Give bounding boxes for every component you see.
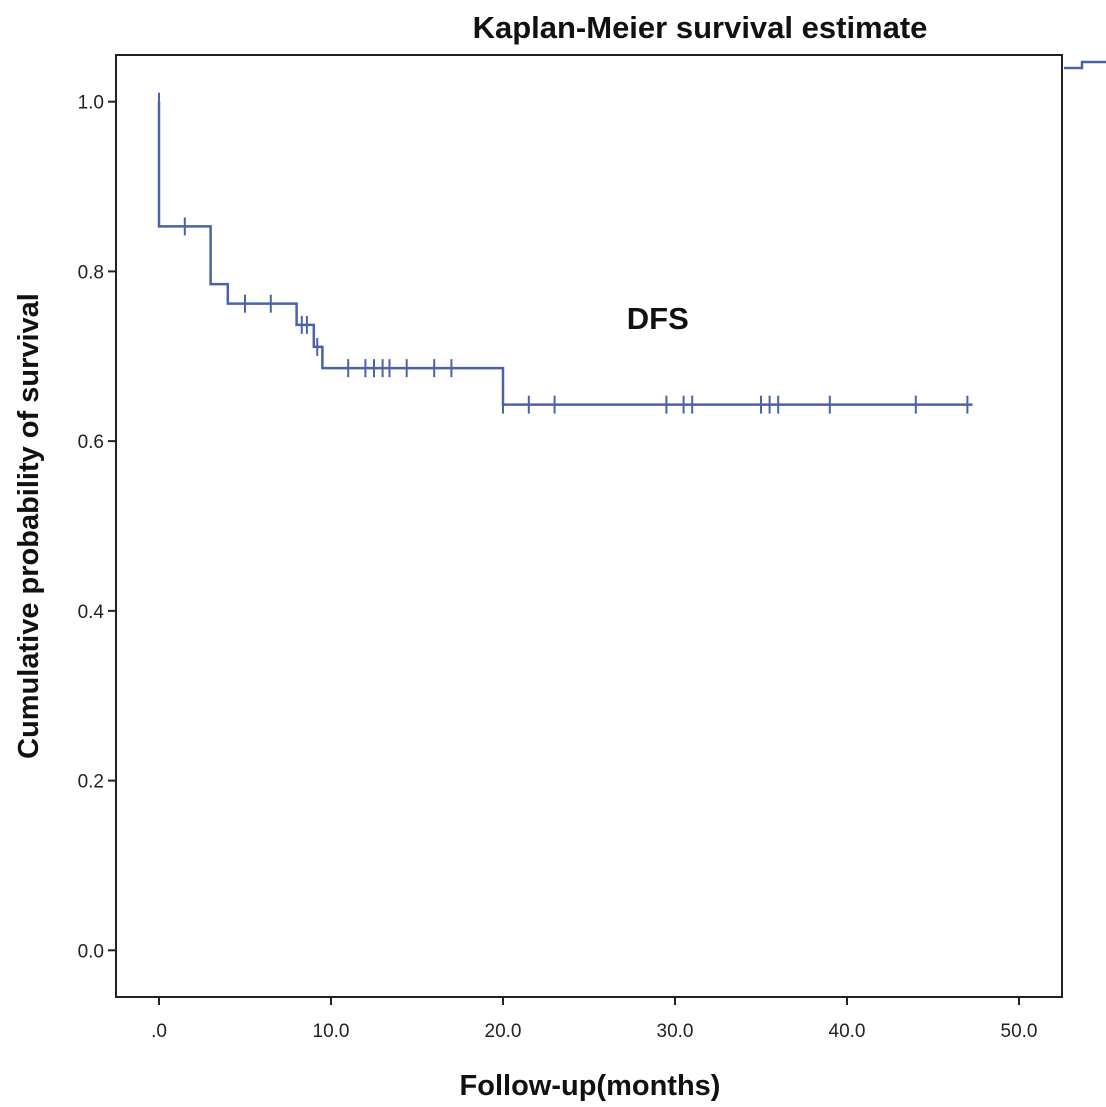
legend-line-fragment bbox=[1064, 60, 1106, 70]
x-tick-label: .0 bbox=[151, 1021, 167, 1042]
plot-frame bbox=[115, 54, 1063, 998]
y-tick-label: 0.0 bbox=[78, 941, 104, 962]
x-axis-title: Follow-up(months) bbox=[460, 1070, 721, 1102]
y-tick-label: 0.8 bbox=[78, 262, 104, 283]
y-axis: 0.0 0.2 0.4 0.6 0.8 1.0 bbox=[78, 93, 116, 962]
y-tick-label: 1.0 bbox=[78, 93, 104, 114]
survival-curve bbox=[157, 101, 973, 406]
x-tick-label: 30.0 bbox=[657, 1021, 694, 1042]
x-axis: .0 10.0 20.0 30.0 40.0 50.0 bbox=[151, 997, 1037, 1042]
y-tick-label: 0.4 bbox=[78, 602, 105, 623]
survival-series bbox=[157, 92, 973, 414]
y-tick-label: 0.6 bbox=[78, 432, 104, 453]
chart-title: Kaplan-Meier survival estimate bbox=[473, 10, 928, 45]
y-axis-title: Cumulative probability of survival bbox=[13, 293, 45, 759]
x-tick-label: 20.0 bbox=[485, 1021, 522, 1042]
x-tick-label: 40.0 bbox=[829, 1021, 866, 1042]
x-tick-label: 10.0 bbox=[313, 1021, 350, 1042]
y-tick-label: 0.2 bbox=[78, 772, 104, 793]
x-tick-label: 50.0 bbox=[1001, 1021, 1038, 1042]
dfs-annotation: DFS bbox=[627, 301, 689, 336]
